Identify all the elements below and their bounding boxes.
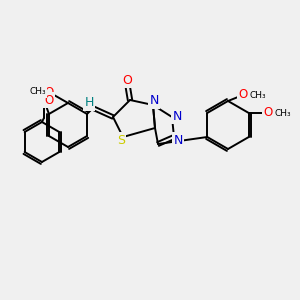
Text: N: N: [172, 110, 182, 122]
Text: S: S: [117, 134, 125, 146]
Text: N: N: [173, 134, 183, 146]
Text: H: H: [84, 97, 94, 110]
Text: CH₃: CH₃: [274, 109, 291, 118]
Text: CH₃: CH₃: [30, 88, 46, 97]
Text: O: O: [122, 74, 132, 86]
Text: CH₃: CH₃: [250, 91, 266, 100]
Text: O: O: [238, 88, 247, 101]
Text: O: O: [44, 86, 54, 100]
Text: O: O: [44, 94, 54, 106]
Text: N: N: [149, 94, 159, 107]
Text: O: O: [263, 106, 272, 119]
